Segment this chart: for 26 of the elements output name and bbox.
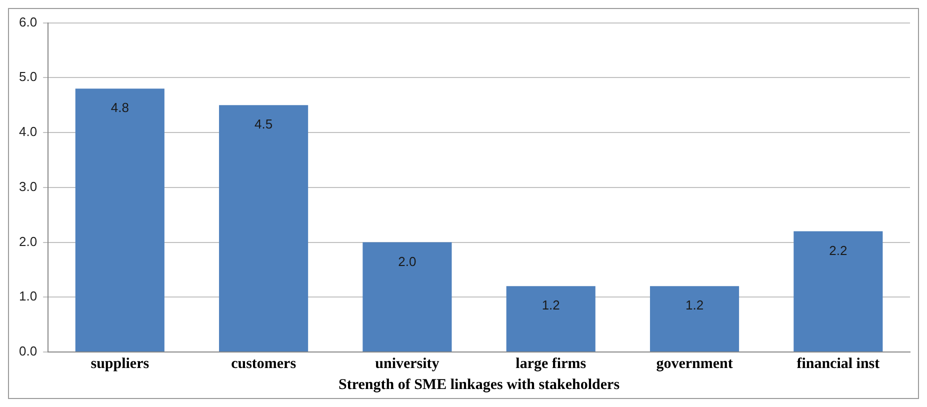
- y-tick-label: 6.0: [18, 14, 38, 30]
- x-tick-label: university: [375, 356, 440, 372]
- y-tick-label: 5.0: [18, 69, 38, 84]
- x-tick-label: suppliers: [90, 356, 150, 372]
- bar: [219, 105, 308, 352]
- y-tick-label: 2.0: [18, 234, 38, 249]
- y-tick-label: 4.0: [18, 124, 38, 140]
- x-axis-title: Strength of SME linkages with stakeholders: [338, 376, 620, 393]
- bar: [362, 242, 452, 352]
- data-label: 1.2: [542, 298, 560, 313]
- data-label: 2.0: [398, 254, 416, 269]
- data-label: 2.2: [829, 242, 848, 258]
- x-tick-label: large firms: [516, 356, 586, 372]
- data-label: 4.5: [254, 116, 273, 132]
- bar: [506, 286, 596, 352]
- x-tick-label: customers: [231, 356, 296, 372]
- y-tick-label: 1.0: [18, 288, 38, 304]
- bar: [650, 286, 740, 352]
- data-label: 4.8: [110, 100, 129, 116]
- x-tick-label: financial inst: [796, 356, 880, 372]
- y-tick-label: 0.0: [18, 344, 38, 359]
- x-tick-label: government: [656, 356, 733, 372]
- bar: [794, 231, 883, 352]
- bar: [75, 88, 164, 352]
- data-label: 1.2: [685, 298, 704, 313]
- y-tick-label: 3.0: [18, 178, 38, 194]
